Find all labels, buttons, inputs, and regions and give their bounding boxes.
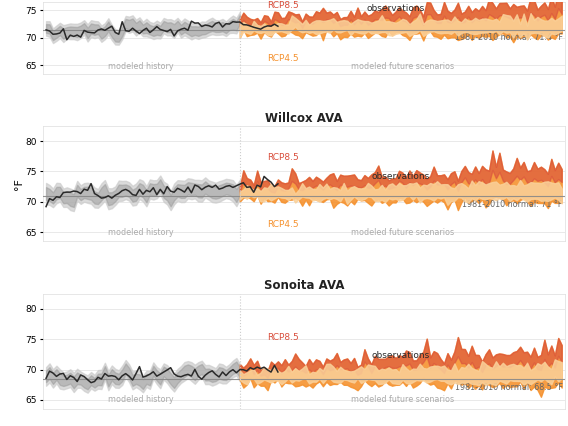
Text: RCP8.5: RCP8.5 — [268, 333, 299, 342]
Text: observations: observations — [366, 4, 425, 13]
Text: observations: observations — [372, 172, 430, 181]
Text: modeled future scenarios: modeled future scenarios — [351, 227, 454, 237]
Text: modeled history: modeled history — [108, 62, 174, 71]
Text: RCP8.5: RCP8.5 — [268, 153, 299, 162]
Text: modeled future scenarios: modeled future scenarios — [351, 395, 454, 404]
Text: modeled future scenarios: modeled future scenarios — [351, 62, 454, 71]
Text: 1981-2010 normal: 68.5 °F: 1981-2010 normal: 68.5 °F — [454, 383, 562, 392]
Text: 1981-2010 normal: 71.4 °F: 1981-2010 normal: 71.4 °F — [454, 33, 562, 42]
Text: modeled history: modeled history — [108, 227, 174, 237]
Title: Sonoita AVA: Sonoita AVA — [264, 279, 344, 293]
Text: modeled history: modeled history — [108, 395, 174, 404]
Y-axis label: °F: °F — [14, 178, 24, 190]
Text: RCP4.5: RCP4.5 — [268, 220, 299, 229]
Text: observations: observations — [372, 351, 430, 360]
Text: RCP8.5: RCP8.5 — [268, 1, 299, 10]
Text: 1981-2010 normal: 71 °F: 1981-2010 normal: 71 °F — [462, 200, 562, 210]
Text: RCP4.5: RCP4.5 — [268, 54, 299, 63]
Title: Willcox AVA: Willcox AVA — [265, 112, 343, 125]
